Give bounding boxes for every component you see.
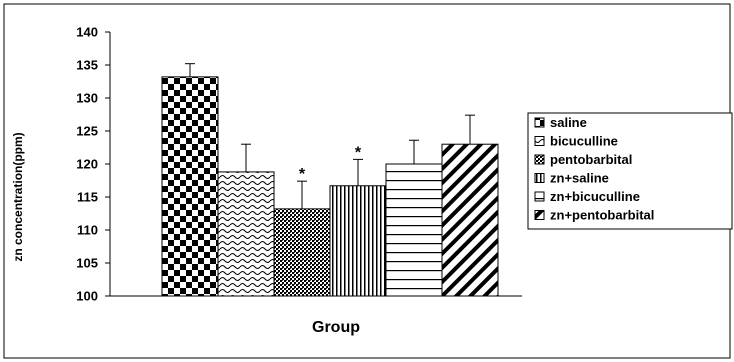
bar-saline	[161, 76, 219, 297]
bar-bicuculline	[217, 171, 275, 297]
y-tick-label: 100	[76, 289, 98, 304]
bar-zn-pentobarbital	[441, 143, 499, 297]
significance-marker: *	[299, 166, 306, 183]
legend-label: zn+bicuculline	[550, 189, 640, 204]
y-axis-ticks: 100 105 110 115 120 125 130 135 140	[76, 25, 110, 304]
bar-pentobarbital	[273, 208, 331, 297]
significance-marker: *	[355, 144, 362, 161]
bar-zn-bicuculline	[385, 163, 443, 297]
legend: saline bicuculline pentobarbital zn+saline z…	[534, 115, 654, 223]
x-axis-title: Group	[312, 319, 360, 336]
legend-swatch	[534, 154, 545, 165]
y-tick-label: 110	[77, 223, 98, 238]
legend-swatch	[534, 210, 545, 220]
legend-label: saline	[550, 115, 587, 130]
axes-group	[109, 32, 522, 297]
y-tick-label: 125	[76, 124, 98, 139]
y-tick-label: 135	[76, 58, 98, 73]
legend-label: zn+pentobarbital	[550, 208, 654, 223]
legend-label: pentobarbital	[550, 152, 632, 167]
legend-swatch	[534, 117, 545, 128]
legend-swatch	[534, 191, 545, 202]
legend-label: bicuculline	[550, 134, 618, 149]
y-tick-label: 105	[76, 256, 98, 271]
legend-box	[527, 112, 733, 230]
legend-swatch	[534, 173, 545, 183]
legend-label: zn+saline	[550, 171, 609, 186]
y-tick-label: 130	[76, 91, 98, 106]
bar-zn-saline	[329, 185, 387, 297]
y-tick-label: 120	[76, 157, 98, 172]
y-tick-label: 140	[76, 25, 98, 40]
y-axis-title: zn concentration(ppm)	[11, 132, 25, 261]
y-tick-label: 115	[77, 190, 98, 205]
legend-swatch	[534, 136, 545, 146]
